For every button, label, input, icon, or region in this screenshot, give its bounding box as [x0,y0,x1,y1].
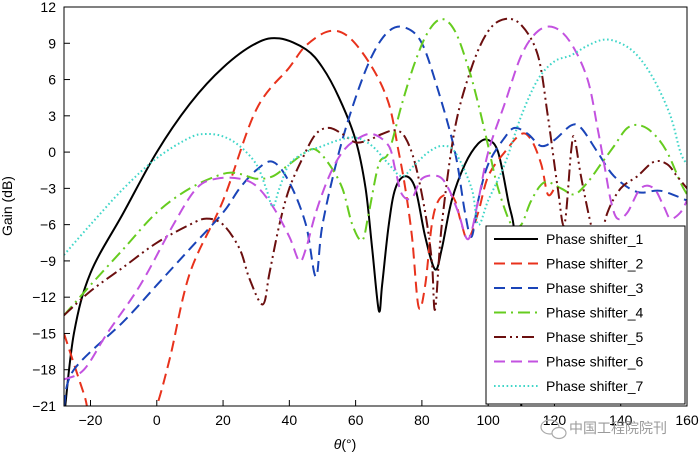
x-axis-label: θ(°) [334,436,357,452]
y-tick-label: −21 [32,398,56,414]
y-tick-label: −6 [40,217,56,233]
legend: Phase shifter_1 Phase shifter_2 Phase shif… [485,225,686,405]
x-tick-label: 160 [675,412,699,428]
x-axis-symbol: θ [334,436,342,452]
legend-label: Phase shifter_3 [546,280,643,296]
y-tick-label: −3 [40,180,56,196]
legend-label: Phase shifter_2 [546,256,643,272]
x-tick-label: 20 [215,412,231,428]
x-tick-label: 100 [476,412,500,428]
y-axis-label: Gain (dB) [0,176,15,236]
x-tick-label: 140 [609,412,633,428]
series-line [64,18,687,316]
series-line [64,29,556,406]
plot-frame [63,6,688,407]
x-axis-unit: (°) [341,436,356,452]
watermark: 中国工程院院刊 [540,419,667,440]
series-line [64,38,687,256]
x-tick-label: 120 [543,412,567,428]
x-tick-label: 40 [282,412,298,428]
series-line [64,17,687,317]
y-tick-label: 3 [48,108,56,124]
y-tick-label: −15 [32,325,56,341]
y-tick-label: −12 [32,289,56,305]
series-layer [64,17,687,406]
legend-label: Phase shifter_5 [546,329,643,345]
y-tick-label: −9 [40,253,56,269]
y-tick-label: 9 [48,35,56,51]
x-axis-title: θ(°) [334,436,357,452]
ticks-layer: −20 0 20 40 60 80 100 120 140 160−21−18−15−12−9−6… [32,0,699,428]
y-axis-title: Gain (dB) [0,176,15,236]
series-line [64,37,523,406]
legend-label: Phase shifter_4 [546,305,643,321]
x-tick-label: −20 [79,412,103,428]
series-line [64,25,687,381]
legend-box [485,225,686,405]
watermark-text: 中国工程院院刊 [569,421,667,437]
x-tick-label: 0 [153,412,161,428]
wechat-icon [540,419,567,440]
x-tick-label: 60 [348,412,364,428]
y-tick-label: 12 [40,0,56,15]
y-tick-label: 6 [48,72,56,88]
legend-items: Phase shifter_1 Phase shifter_2 Phase shif… [494,231,643,394]
y-tick-label: 0 [48,144,56,160]
legend-label: Phase shifter_6 [546,354,643,370]
x-tick-label: 80 [414,412,430,428]
legend-label: Phase shifter_7 [546,378,643,394]
y-tick-label: −18 [32,362,56,378]
legend-label: Phase shifter_1 [546,231,643,247]
